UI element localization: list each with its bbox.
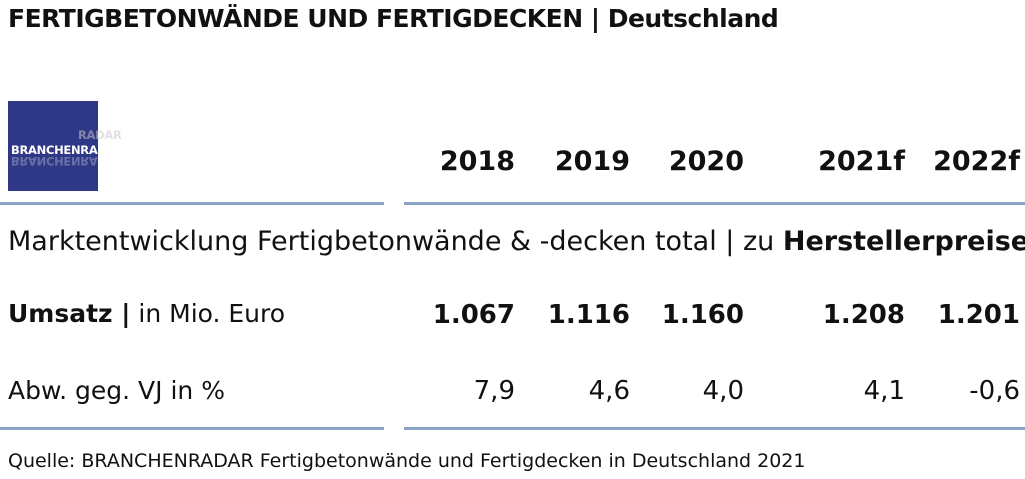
row-label-umsatz-bold: Umsatz | xyxy=(8,299,131,328)
source-note: Quelle: BRANCHENRADAR Fertigbetonwände u… xyxy=(8,450,806,472)
section-heading-text: Marktentwicklung Fertigbetonwände & -dec… xyxy=(8,226,783,257)
logo-text-brand: BRANCHEN xyxy=(11,143,81,157)
year-header-2019: 2019 xyxy=(554,146,630,177)
abw-2022f: -0,6 xyxy=(969,376,1020,406)
year-header-2022f: 2022f xyxy=(933,146,1020,177)
abw-2018: 7,9 xyxy=(473,376,515,406)
divider-right-bottom xyxy=(404,427,1025,430)
section-heading-bold: Herstellerpreisen xyxy=(782,226,1025,257)
logo-text-radar: RADAR xyxy=(80,143,124,157)
divider-left-bottom xyxy=(0,427,384,430)
umsatz-2018: 1.067 xyxy=(432,300,515,330)
umsatz-2020: 1.160 xyxy=(661,300,744,330)
row-label-umsatz-unit: in Mio. Euro xyxy=(130,299,286,328)
logo-reflection-text: RADAR xyxy=(78,128,122,142)
logo-mirror-text: BRANCHENRADAR xyxy=(11,154,124,168)
year-header-2021f: 2021f xyxy=(818,146,905,177)
branchenradar-logo: RADAR BRANCHENRADAR BRANCHENRADAR xyxy=(8,101,124,191)
umsatz-2022f: 1.201 xyxy=(937,300,1020,330)
row-label-umsatz: Umsatz | in Mio. Euro xyxy=(8,299,285,328)
abw-2021f: 4,1 xyxy=(863,376,905,406)
umsatz-2019: 1.116 xyxy=(547,300,630,330)
umsatz-2021f: 1.208 xyxy=(822,300,905,330)
row-label-abweichung: Abw. geg. VJ in % xyxy=(8,376,225,405)
section-heading: Marktentwicklung Fertigbetonwände & -dec… xyxy=(8,226,1025,257)
abw-2020: 4,0 xyxy=(702,376,744,406)
page-title: FERTIGBETONWÄNDE UND FERTIGDECKEN | Deut… xyxy=(8,4,779,33)
abw-2019: 4,6 xyxy=(588,376,630,406)
divider-right-top xyxy=(404,202,1025,205)
divider-left-top xyxy=(0,202,384,205)
logo-text: BRANCHENRADAR xyxy=(11,143,124,157)
year-header-2018: 2018 xyxy=(439,146,515,177)
year-header-2020: 2020 xyxy=(668,146,744,177)
